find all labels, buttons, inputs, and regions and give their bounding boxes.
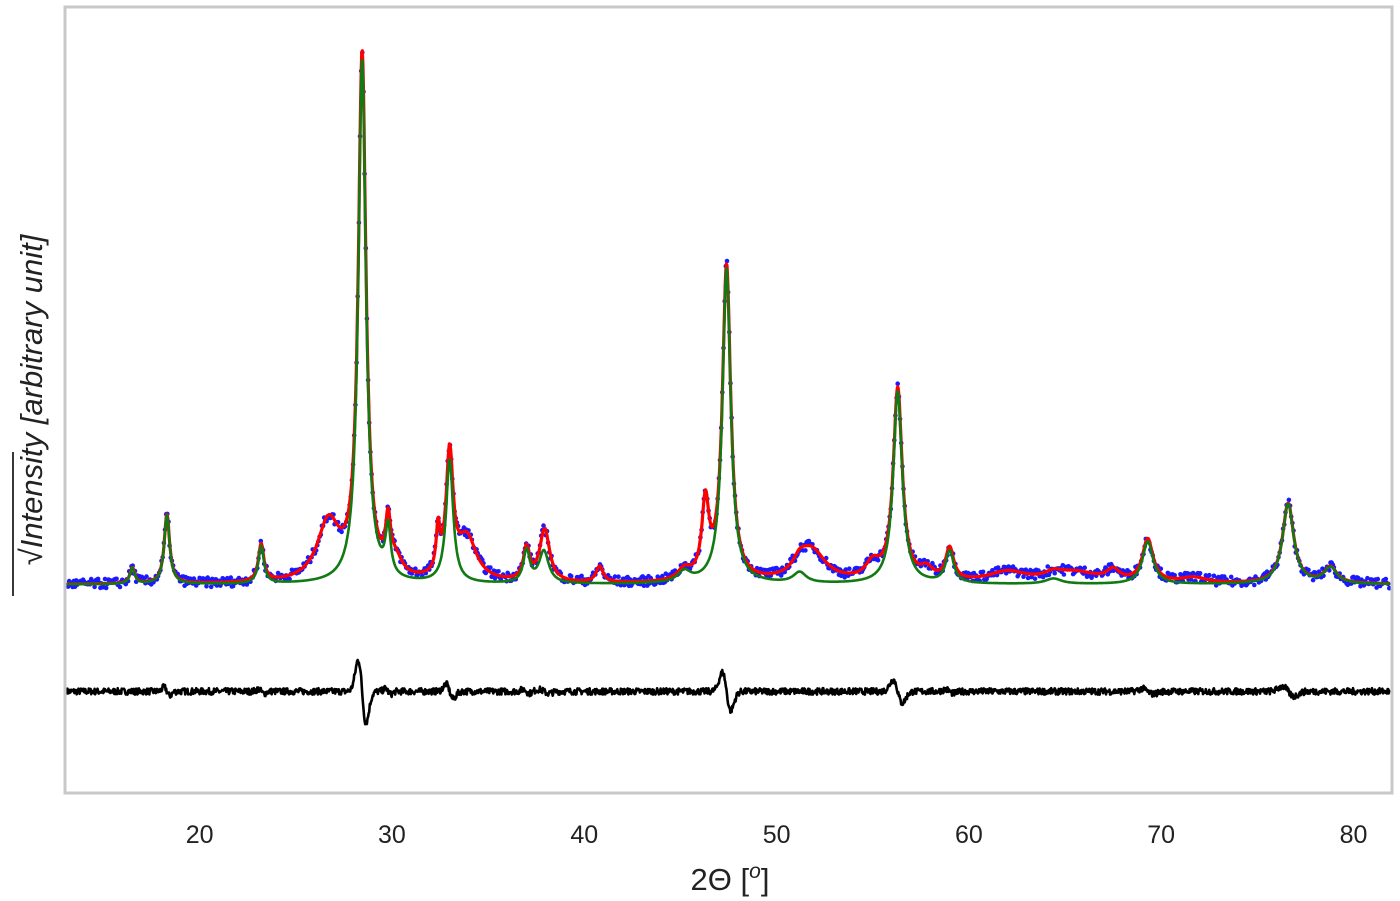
observed-point xyxy=(92,584,97,590)
observed-point xyxy=(228,575,234,580)
difference-line xyxy=(65,658,1391,726)
calculated-phase-line xyxy=(66,58,1391,586)
x-axis-label: 2Θ [o] xyxy=(691,860,770,897)
observed-point xyxy=(1197,571,1203,576)
observed-point xyxy=(616,574,621,579)
y-axis-label-quantity: Intensity xyxy=(14,430,49,548)
observed-point xyxy=(612,574,618,579)
observed-point xyxy=(488,565,493,570)
observed-point xyxy=(102,576,108,582)
y-axis-label: √Intensity [arbitrary unit] xyxy=(12,233,49,596)
observed-point xyxy=(496,569,501,574)
observed-point xyxy=(103,585,109,591)
observed-point xyxy=(579,573,584,579)
observed-point xyxy=(641,583,647,588)
observed-point xyxy=(875,557,881,563)
x-tick-label: 70 xyxy=(1147,821,1175,849)
observed-point xyxy=(1052,570,1057,576)
plot-background xyxy=(65,7,1392,793)
observed-point xyxy=(895,381,900,387)
observed-point xyxy=(1383,576,1389,582)
observed-point xyxy=(843,567,849,572)
x-tick-label: 20 xyxy=(186,821,214,849)
x-tick-label: 30 xyxy=(378,821,406,849)
observed-point xyxy=(1207,572,1212,578)
observed-point xyxy=(724,258,730,264)
x-tick-label: 50 xyxy=(763,821,791,849)
observed-point xyxy=(1228,574,1234,580)
x-tick-label: 80 xyxy=(1340,821,1368,849)
observed-point xyxy=(1025,575,1031,581)
observed-point xyxy=(1028,567,1033,573)
observed-point xyxy=(275,570,281,576)
observed-point xyxy=(660,573,665,579)
observed-point xyxy=(1045,564,1050,569)
y-axis-label-sqrt: √ xyxy=(14,548,49,565)
x-tick-label: 40 xyxy=(570,821,598,849)
observed-point xyxy=(1172,573,1177,578)
observed-point xyxy=(230,583,236,589)
observed-point xyxy=(1032,576,1038,581)
observed-point xyxy=(568,573,574,579)
observed-point xyxy=(1306,567,1311,573)
observed-point xyxy=(1375,576,1381,582)
observed-point xyxy=(1310,577,1316,583)
observed-point xyxy=(842,575,847,580)
observed-point xyxy=(1082,565,1087,570)
observed-point xyxy=(208,584,214,590)
x-tick-label: 60 xyxy=(955,821,983,849)
x-axis-label-superscript: o xyxy=(749,860,761,883)
observed-point xyxy=(1252,582,1257,588)
observed-point xyxy=(339,529,344,535)
observed-point xyxy=(1036,568,1041,573)
observed-point xyxy=(980,569,986,575)
observed-point xyxy=(1023,567,1029,572)
x-tick-labels: 20 30 40 50 60 70 80 xyxy=(186,821,1368,849)
observed-point xyxy=(1061,572,1067,577)
observed-point xyxy=(803,548,808,553)
svg-text:√Intensity [arbitrary unit]: √Intensity [arbitrary unit] xyxy=(14,233,49,565)
observed-point xyxy=(114,576,119,582)
observed-point xyxy=(965,570,971,576)
observed-point xyxy=(1190,570,1196,576)
observed-point xyxy=(144,574,149,579)
observed-point xyxy=(1211,573,1217,579)
plot-frame xyxy=(63,5,1394,795)
observed-point xyxy=(1387,585,1392,591)
y-axis-label-unit: [arbitrary unit] xyxy=(14,233,49,425)
observed-point xyxy=(1286,497,1292,503)
observed-point xyxy=(1355,575,1361,581)
observed-point xyxy=(1003,571,1009,576)
observed-point xyxy=(236,575,242,581)
observed-point xyxy=(778,573,784,578)
observed-point xyxy=(204,584,209,589)
observed-point xyxy=(191,576,197,581)
observed-point xyxy=(117,584,123,590)
observed-point xyxy=(847,566,852,571)
observed-point xyxy=(95,576,101,582)
